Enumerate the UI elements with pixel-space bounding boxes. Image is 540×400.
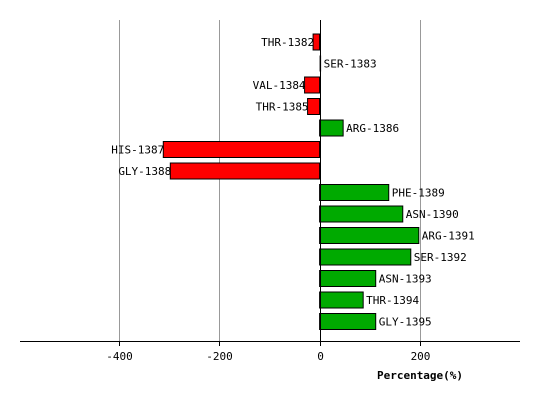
bar-label: ASN-1393	[379, 273, 432, 286]
bars	[162, 33, 420, 330]
bar-label: ARG-1391	[422, 230, 475, 243]
tick-label: -400	[106, 350, 133, 363]
bar-label: SER-1383	[324, 58, 377, 71]
bar-labels: THR-1382 SER-1383 VAL-1384 THR-1385 ARG-1386…	[111, 36, 474, 329]
bar-thr-1385	[307, 98, 321, 115]
bar-his-1387	[162, 141, 321, 158]
tick-labels: -400 -200 0 200	[106, 341, 430, 363]
tick-label: -200	[206, 350, 233, 363]
bar-label: ASN-1390	[406, 208, 459, 221]
bar-gly-1395	[319, 313, 377, 330]
bar-arg-1386	[319, 119, 344, 137]
bar-arg-1391	[319, 227, 420, 244]
bar-label: HIS-1387	[111, 144, 164, 157]
bar-gly-1388	[169, 162, 321, 180]
bar-phe-1389	[319, 184, 390, 201]
bar-label: PHE-1389	[392, 187, 445, 200]
bar-label: THR-1382	[261, 36, 314, 49]
bar-label: ARG-1386	[346, 122, 399, 135]
tick-label: 0	[317, 350, 324, 363]
bar-val-1384	[304, 76, 321, 94]
bar-asn-1393	[319, 270, 377, 287]
bar-label: VAL-1384	[253, 79, 306, 92]
bar-label: GLY-1395	[379, 316, 432, 329]
bar-asn-1390	[319, 205, 404, 223]
bar-label: THR-1394	[366, 294, 419, 307]
bar-thr-1394	[319, 291, 364, 309]
x-axis-title: Percentage(%)	[377, 369, 463, 382]
axes	[20, 20, 520, 342]
bar-label: GLY-1388	[118, 165, 171, 178]
bar-thr-1382	[312, 33, 321, 51]
bar-ser-1392	[319, 248, 412, 266]
bar-label: SER-1392	[414, 251, 467, 264]
bar-label: THR-1385	[256, 101, 309, 114]
tick-label: 200	[411, 350, 431, 363]
